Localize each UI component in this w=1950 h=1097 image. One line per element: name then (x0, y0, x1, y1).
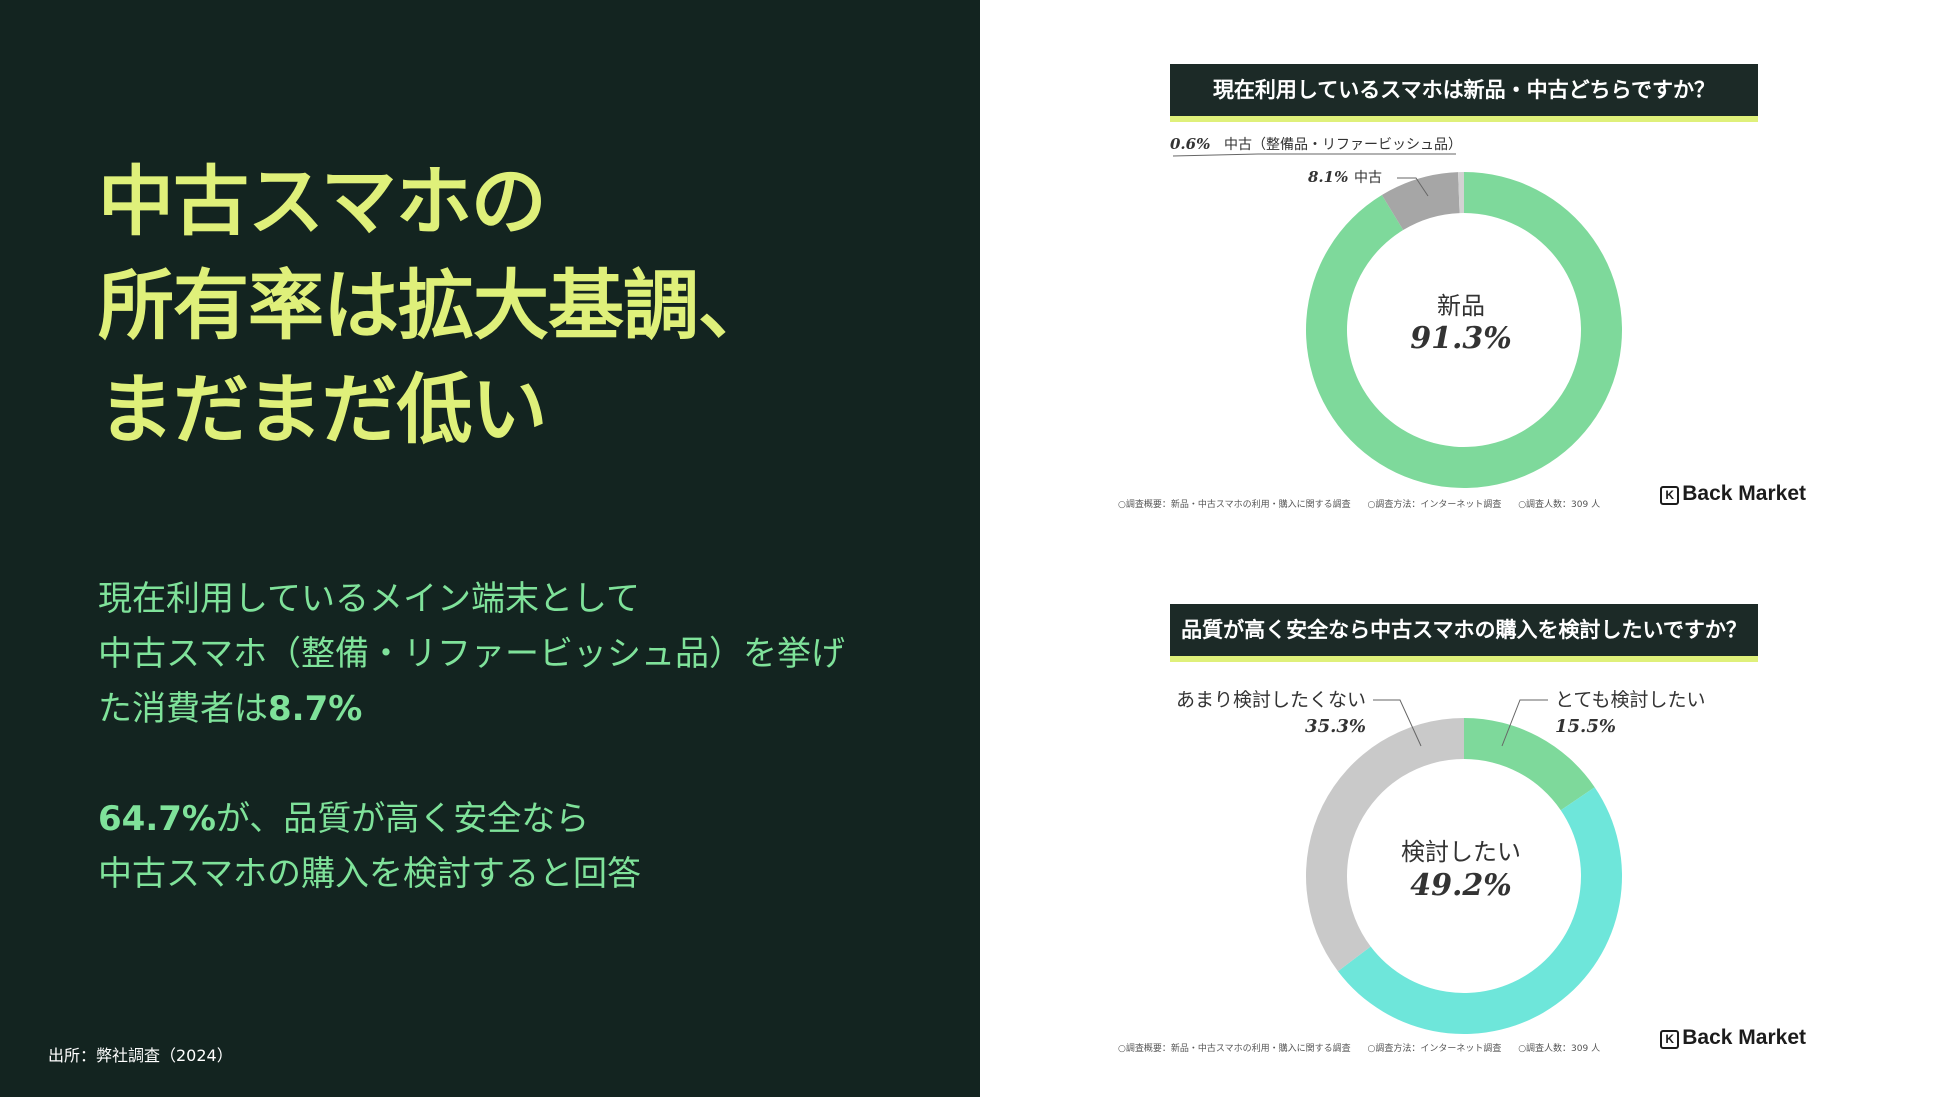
point2-line-1: 64.7%が、品質が高く安全なら (98, 792, 958, 847)
chart1-slice-2 (1458, 172, 1464, 214)
chart1-footer-3: ○調査人数：309 人 (1518, 500, 1601, 510)
chart1-leader-used (1397, 177, 1429, 197)
point2-value: 64.7% (98, 799, 216, 839)
chart1-donut: 新品 91.3% 0.6% 中古（整備品・リファービッシュ品） 8.1% 中古 (1170, 135, 1622, 488)
chart2-center-value: 49.2% (1410, 868, 1512, 903)
point1-line-2: 中古スマホ（整備・リファービッシュ品）を挙げ (98, 634, 845, 674)
headline-line-1: 中古スマホの (98, 157, 547, 246)
chart2-label-very-value: 15.5% (1555, 716, 1616, 737)
chart1-label-refurb-value: 0.6% (1170, 135, 1210, 153)
chart2-label-very-name: とても検討したい (1555, 689, 1705, 711)
back-market-logo-icon: K (1660, 1030, 1680, 1049)
chart1-label-used-value: 8.1% (1308, 168, 1348, 186)
chart1-leader-refurb (1172, 153, 1456, 157)
chart1-footer-2: ○調査方法：インターネット調査 (1367, 500, 1502, 510)
point-consider-share: 64.7%が、品質が高く安全なら 中古スマホの購入を検討すると回答 (98, 792, 958, 902)
chart1-footer-1: ○調査概要：新品・中古スマホの利用・購入に関する調査 (1118, 500, 1351, 510)
left-panel: 中古スマホの 所有率は拡大基調、 まだまだ低い 現在利用しているメイン端末として… (0, 0, 980, 1097)
point1-line-3: た消費者は8.7% (98, 682, 958, 737)
chart2-footer-2: ○調査方法：インターネット調査 (1367, 1044, 1502, 1054)
headline-line-2: 所有率は拡大基調、 (98, 261, 774, 350)
back-market-logo: K Back Market (1660, 1026, 1806, 1050)
point1-line-1: 現在利用しているメイン端末として (98, 579, 640, 619)
logo-text: Back Market (1682, 1026, 1806, 1049)
chart2-label-not-much-name: あまり検討したくない (1176, 689, 1366, 711)
chart1-label-refurb-name: 中古（整備品・リファービッシュ品） (1224, 137, 1462, 153)
chart2-footer-1: ○調査概要：新品・中古スマホの利用・購入に関する調査 (1118, 1044, 1351, 1054)
point2-rest: が、品質が高く安全なら (215, 799, 590, 839)
chart2-slice-2 (1306, 718, 1464, 972)
chart1-slices (1306, 172, 1622, 488)
chart-card-new-vs-used: 現在利用しているスマホは新品・中古どちらですか？ 新品 91.3% 0.6% 中… (1118, 46, 1812, 516)
chart2-center-label: 検討したい (1401, 838, 1521, 866)
chart2-slices (1306, 718, 1623, 1035)
chart1-slice-1 (1381, 172, 1460, 231)
headline: 中古スマホの 所有率は拡大基調、 まだまだ低い (98, 150, 958, 462)
back-market-logo-icon: K (1660, 486, 1680, 505)
point2-line-2: 中古スマホの購入を検討すると回答 (98, 854, 641, 894)
chart1-center-value: 91.3% (1410, 321, 1512, 356)
chart2-slice-1 (1337, 787, 1623, 1035)
chart2-label-not-much-value: 35.3% (1305, 716, 1366, 737)
chart1-footer: ○調査概要：新品・中古スマホの利用・購入に関する調査 ○調査方法：インターネット… (1118, 497, 1614, 510)
logo-text: Back Market (1682, 482, 1806, 505)
point1-value: 8.7% (268, 689, 363, 729)
chart2-leader-very (1501, 699, 1548, 747)
back-market-logo: K Back Market (1660, 482, 1806, 506)
headline-line-3: まだまだ低い (98, 365, 547, 454)
chart1-center-label: 新品 (1437, 292, 1485, 320)
chart2-leader-not-much (1373, 699, 1422, 747)
chart2-slice-0 (1464, 718, 1595, 811)
chart2-footer: ○調査概要：新品・中古スマホの利用・購入に関する調査 ○調査方法：インターネット… (1118, 1041, 1614, 1054)
chart1-label-used-name: 中古 (1354, 170, 1382, 186)
point1-tail-prefix: た消費者は (98, 689, 268, 729)
chart2-footer-3: ○調査人数：309 人 (1518, 1044, 1601, 1054)
chart2-donut: 検討したい 49.2% あまり検討したくない 35.3% とても検討したい 15… (1176, 689, 1705, 1035)
source-note: 出所：弊社調査（2024） (48, 1046, 233, 1065)
point-used-share: 現在利用しているメイン端末として 中古スマホ（整備・リファービッシュ品）を挙げ … (98, 572, 958, 737)
chart1-title: 現在利用しているスマホは新品・中古どちらですか？ (1170, 64, 1758, 122)
chart2-title: 品質が高く安全なら中古スマホの購入を検討したいですか？ (1170, 604, 1758, 662)
chart-card-consider-purchase: 品質が高く安全なら中古スマホの購入を検討したいですか？ 検討したい 49.2% … (1118, 590, 1812, 1060)
